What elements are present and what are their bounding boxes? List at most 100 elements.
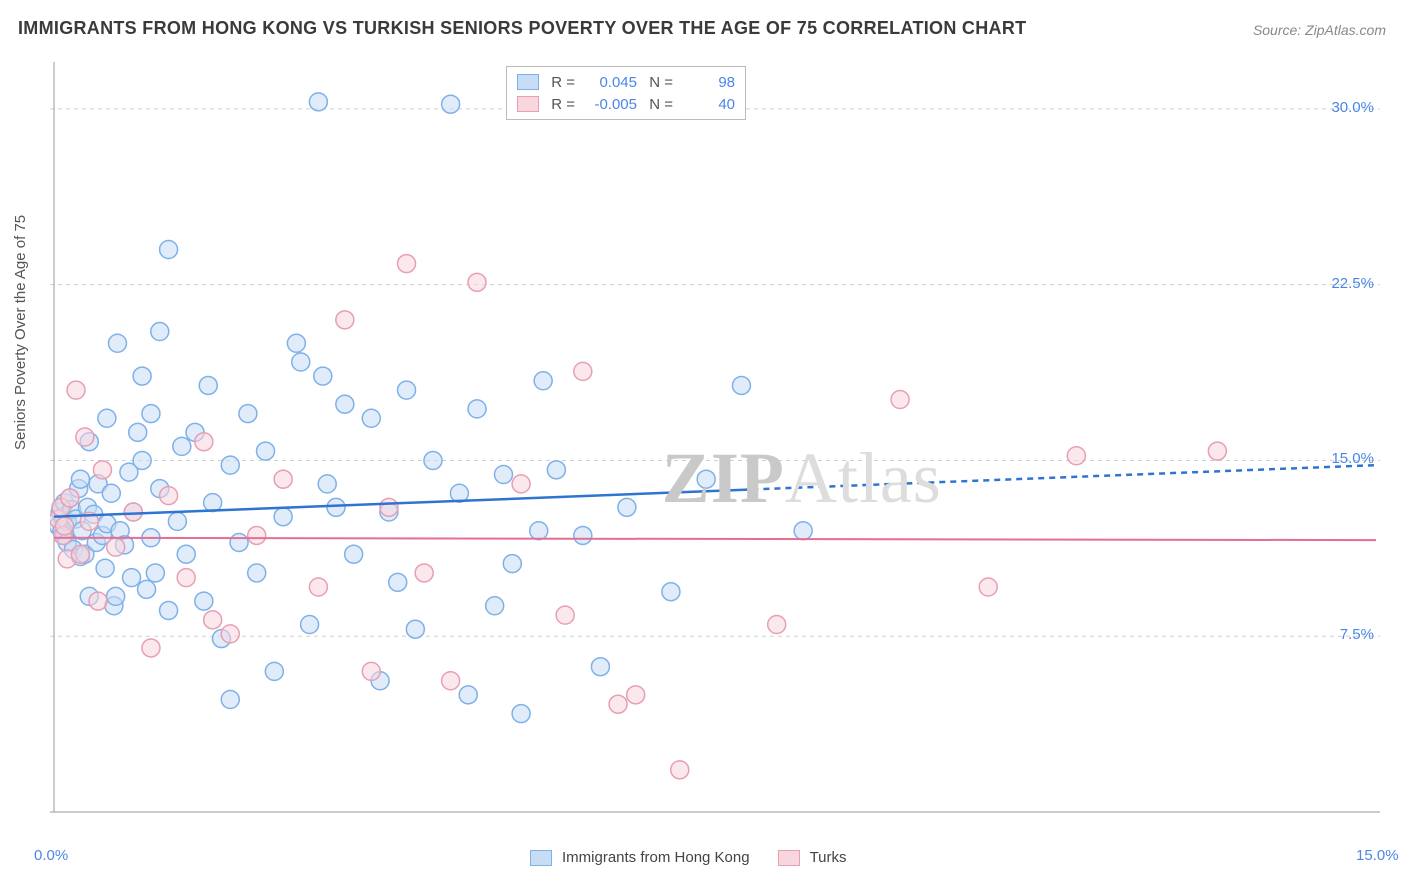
legend-label-tr: Turks [810,849,847,866]
legend-stat-row-tr: R =-0.005N =40 [517,93,735,115]
chart-source: Source: ZipAtlas.com [1253,22,1386,38]
legend-stat-row-hk: R = 0.045 N = 98 [517,71,735,93]
point-tr [309,578,327,596]
point-tr [93,461,111,479]
point-tr [124,503,142,521]
y-tick-label: 30.0% [1331,99,1374,116]
point-tr [362,662,380,680]
chart-container: IMMIGRANTS FROM HONG KONG VS TURKISH SEN… [0,0,1406,892]
point-hk [71,470,89,488]
point-hk [494,466,512,484]
watermark-zip: ZIP [662,438,785,518]
point-tr [76,428,94,446]
y-tick-label: 15.0% [1331,450,1374,467]
legend-series: Immigrants from Hong Kong Turks [530,849,865,866]
point-hk [257,442,275,460]
point-tr [56,517,74,535]
point-tr [1067,447,1085,465]
point-hk [133,367,151,385]
point-tr [380,498,398,516]
point-tr [398,255,416,273]
point-hk [107,587,125,605]
point-hk [160,241,178,259]
n-value-hk: 98 [681,74,735,91]
point-hk [151,323,169,341]
legend-stats: R =0.045N =98R =-0.005N =40 [506,66,746,120]
point-hk [168,512,186,530]
point-hk [98,409,116,427]
point-hk [301,616,319,634]
point-tr [979,578,997,596]
point-tr [221,625,239,643]
n-label: N = [645,96,673,113]
point-hk [662,583,680,601]
point-tr [574,362,592,380]
point-tr [627,686,645,704]
watermark: ZIPAtlas [662,437,942,520]
legend-label-hk: Immigrants from Hong Kong [562,849,750,866]
point-hk [160,601,178,619]
point-hk [362,409,380,427]
watermark-atlas: Atlas [785,438,942,518]
point-tr [107,538,125,556]
point-tr [248,526,266,544]
point-hk [221,691,239,709]
point-hk [102,484,120,502]
point-tr [67,381,85,399]
point-hk [292,353,310,371]
point-hk [204,494,222,512]
point-tr [142,639,160,657]
point-hk [133,451,151,469]
point-hk [265,662,283,680]
point-hk [618,498,636,516]
point-hk [530,522,548,540]
n-label: N = [645,74,673,91]
point-hk [123,569,141,587]
point-hk [512,705,530,723]
point-tr [1208,442,1226,460]
point-hk [486,597,504,615]
chart-title: IMMIGRANTS FROM HONG KONG VS TURKISH SEN… [18,18,1026,39]
point-hk [442,95,460,113]
point-hk [287,334,305,352]
point-tr [442,672,460,690]
r-label: R = [547,96,575,113]
point-hk [96,559,114,577]
point-hk [177,545,195,563]
point-tr [71,545,89,563]
point-hk [248,564,266,582]
point-tr [195,433,213,451]
point-hk [199,376,217,394]
point-hk [794,522,812,540]
point-hk [547,461,565,479]
point-tr [468,273,486,291]
point-tr [891,391,909,409]
point-hk [108,334,126,352]
legend-swatch-hk [530,850,552,866]
point-hk [274,508,292,526]
r-value-hk: 0.045 [583,74,637,91]
point-hk [336,395,354,413]
swatch-hk [517,74,539,90]
point-tr [415,564,433,582]
point-tr [336,311,354,329]
point-hk [129,423,147,441]
point-hk [327,498,345,516]
point-hk [534,372,552,390]
r-label: R = [547,74,575,91]
point-hk [239,405,257,423]
point-tr [89,592,107,610]
point-tr [671,761,689,779]
point-hk [309,93,327,111]
point-hk [468,400,486,418]
point-hk [173,437,191,455]
point-tr [61,489,79,507]
x-tick-label: 15.0% [1356,847,1399,864]
r-value-tr: -0.005 [583,96,637,113]
point-hk [221,456,239,474]
point-tr [160,487,178,505]
point-tr [556,606,574,624]
point-hk [318,475,336,493]
point-tr [768,616,786,634]
x-tick-label: 0.0% [34,847,68,864]
